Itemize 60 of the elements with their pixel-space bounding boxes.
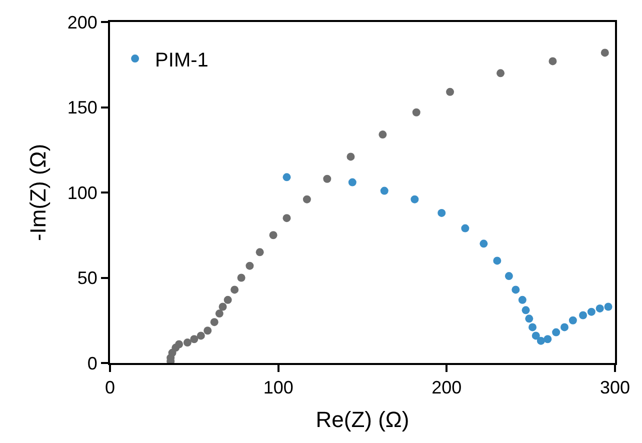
point xyxy=(548,57,557,66)
y-tick-label: 0 xyxy=(87,353,98,374)
point xyxy=(525,314,534,323)
point xyxy=(196,332,205,340)
point xyxy=(568,316,577,324)
x-tick-label: 200 xyxy=(432,378,462,398)
point xyxy=(190,335,198,344)
point xyxy=(210,318,218,326)
point xyxy=(532,332,540,340)
point xyxy=(282,214,291,222)
point xyxy=(412,108,420,116)
point xyxy=(410,195,419,204)
x-tick-label: 100 xyxy=(263,378,294,398)
point xyxy=(579,311,588,320)
point xyxy=(204,326,212,335)
point xyxy=(302,195,311,204)
point xyxy=(518,296,526,304)
point xyxy=(544,335,552,344)
point xyxy=(600,48,609,57)
point xyxy=(269,231,278,240)
point xyxy=(528,323,537,332)
point xyxy=(504,272,513,280)
legend-label: PIM-1 xyxy=(155,49,208,72)
point xyxy=(438,208,446,217)
point xyxy=(604,302,612,311)
x-tick-label: 300 xyxy=(600,378,630,398)
y-tick-label: 100 xyxy=(67,182,98,203)
point xyxy=(493,256,502,265)
point xyxy=(346,152,355,161)
point xyxy=(446,88,454,96)
y-tick-label: 150 xyxy=(67,98,98,118)
point xyxy=(215,310,224,318)
point xyxy=(596,304,604,312)
point xyxy=(237,274,246,282)
point xyxy=(552,328,560,336)
point xyxy=(256,248,264,256)
point xyxy=(175,340,184,348)
point xyxy=(496,69,505,78)
point xyxy=(378,130,387,139)
point xyxy=(461,224,470,232)
point xyxy=(480,240,488,248)
x-tick-label: 0 xyxy=(104,378,116,398)
point xyxy=(512,286,520,294)
point xyxy=(560,323,568,332)
y-tick-label: 50 xyxy=(77,268,98,288)
y-axis-title: -Im(Z) (Ω) xyxy=(26,144,51,242)
point xyxy=(224,296,232,304)
x-axis-title: Re(Z) (Ω) xyxy=(316,407,410,432)
point xyxy=(282,173,291,182)
point xyxy=(218,302,227,311)
point xyxy=(183,338,192,347)
point xyxy=(522,306,530,314)
point xyxy=(380,186,388,195)
point xyxy=(536,336,545,345)
point xyxy=(230,286,239,294)
y-tick-label: 200 xyxy=(67,12,98,32)
point xyxy=(587,308,596,316)
point xyxy=(323,174,332,183)
point xyxy=(246,262,254,270)
point xyxy=(348,178,356,186)
